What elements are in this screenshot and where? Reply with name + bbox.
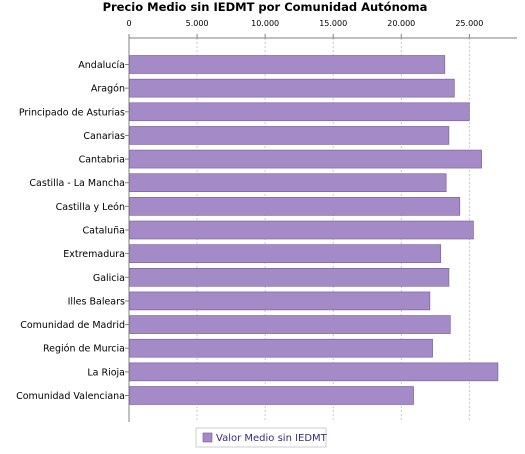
bar — [129, 126, 450, 145]
category-label: La Rioja — [87, 367, 125, 378]
chart-title: Precio Medio sin IEDMT por Comunidad Aut… — [103, 0, 428, 14]
category-labels: Andalucía Aragón Principado de Asturias Can… — [16, 60, 125, 402]
bar — [129, 267, 450, 287]
bar — [129, 173, 447, 193]
x-tick-label: 15.000 — [319, 19, 347, 28]
bar — [129, 55, 446, 74]
bar — [129, 244, 442, 263]
category-label: Cataluña — [82, 226, 125, 237]
category-label: Canarias — [83, 131, 125, 142]
bar — [129, 197, 461, 216]
x-tick-label: 5.000 — [186, 19, 209, 28]
bar — [129, 315, 451, 334]
x-tick-label: 25.000 — [455, 19, 483, 28]
category-label: Castilla - La Mancha — [29, 178, 125, 189]
bar — [129, 220, 474, 240]
category-label: Illes Balears — [68, 296, 125, 307]
category-label: Galicia — [93, 273, 125, 284]
bar — [129, 78, 455, 98]
axes — [125, 34, 517, 422]
x-tick-label: 0 — [126, 19, 131, 28]
x-tick-label: 20.000 — [387, 19, 415, 28]
category-label: Extremadura — [63, 249, 125, 260]
category-label: Región de Murcia — [43, 344, 125, 355]
bar — [129, 386, 414, 405]
legend-box — [195, 427, 327, 448]
bar — [129, 291, 431, 311]
x-tick-label: 10.000 — [251, 19, 279, 28]
category-label: Castilla y León — [56, 202, 125, 213]
category-label: Comunidad de Madrid — [20, 320, 125, 331]
bars — [129, 55, 499, 405]
x-axis-tick-labels: 0 5.000 10.000 15.000 20.000 25.000 — [126, 19, 483, 28]
legend: Valor Medio sin IEDMT — [195, 427, 328, 448]
bar — [129, 338, 433, 358]
bar — [129, 102, 470, 122]
legend-label: Valor Medio sin IEDMT — [216, 433, 328, 444]
category-label: Aragón — [91, 84, 125, 95]
bar — [129, 149, 482, 169]
legend-swatch — [202, 432, 213, 443]
bar — [129, 362, 499, 382]
category-label: Comunidad Valenciana — [16, 391, 125, 402]
category-label: Andalucía — [78, 60, 125, 71]
category-label: Cantabria — [79, 155, 125, 166]
category-label: Principado de Asturias — [19, 107, 125, 118]
